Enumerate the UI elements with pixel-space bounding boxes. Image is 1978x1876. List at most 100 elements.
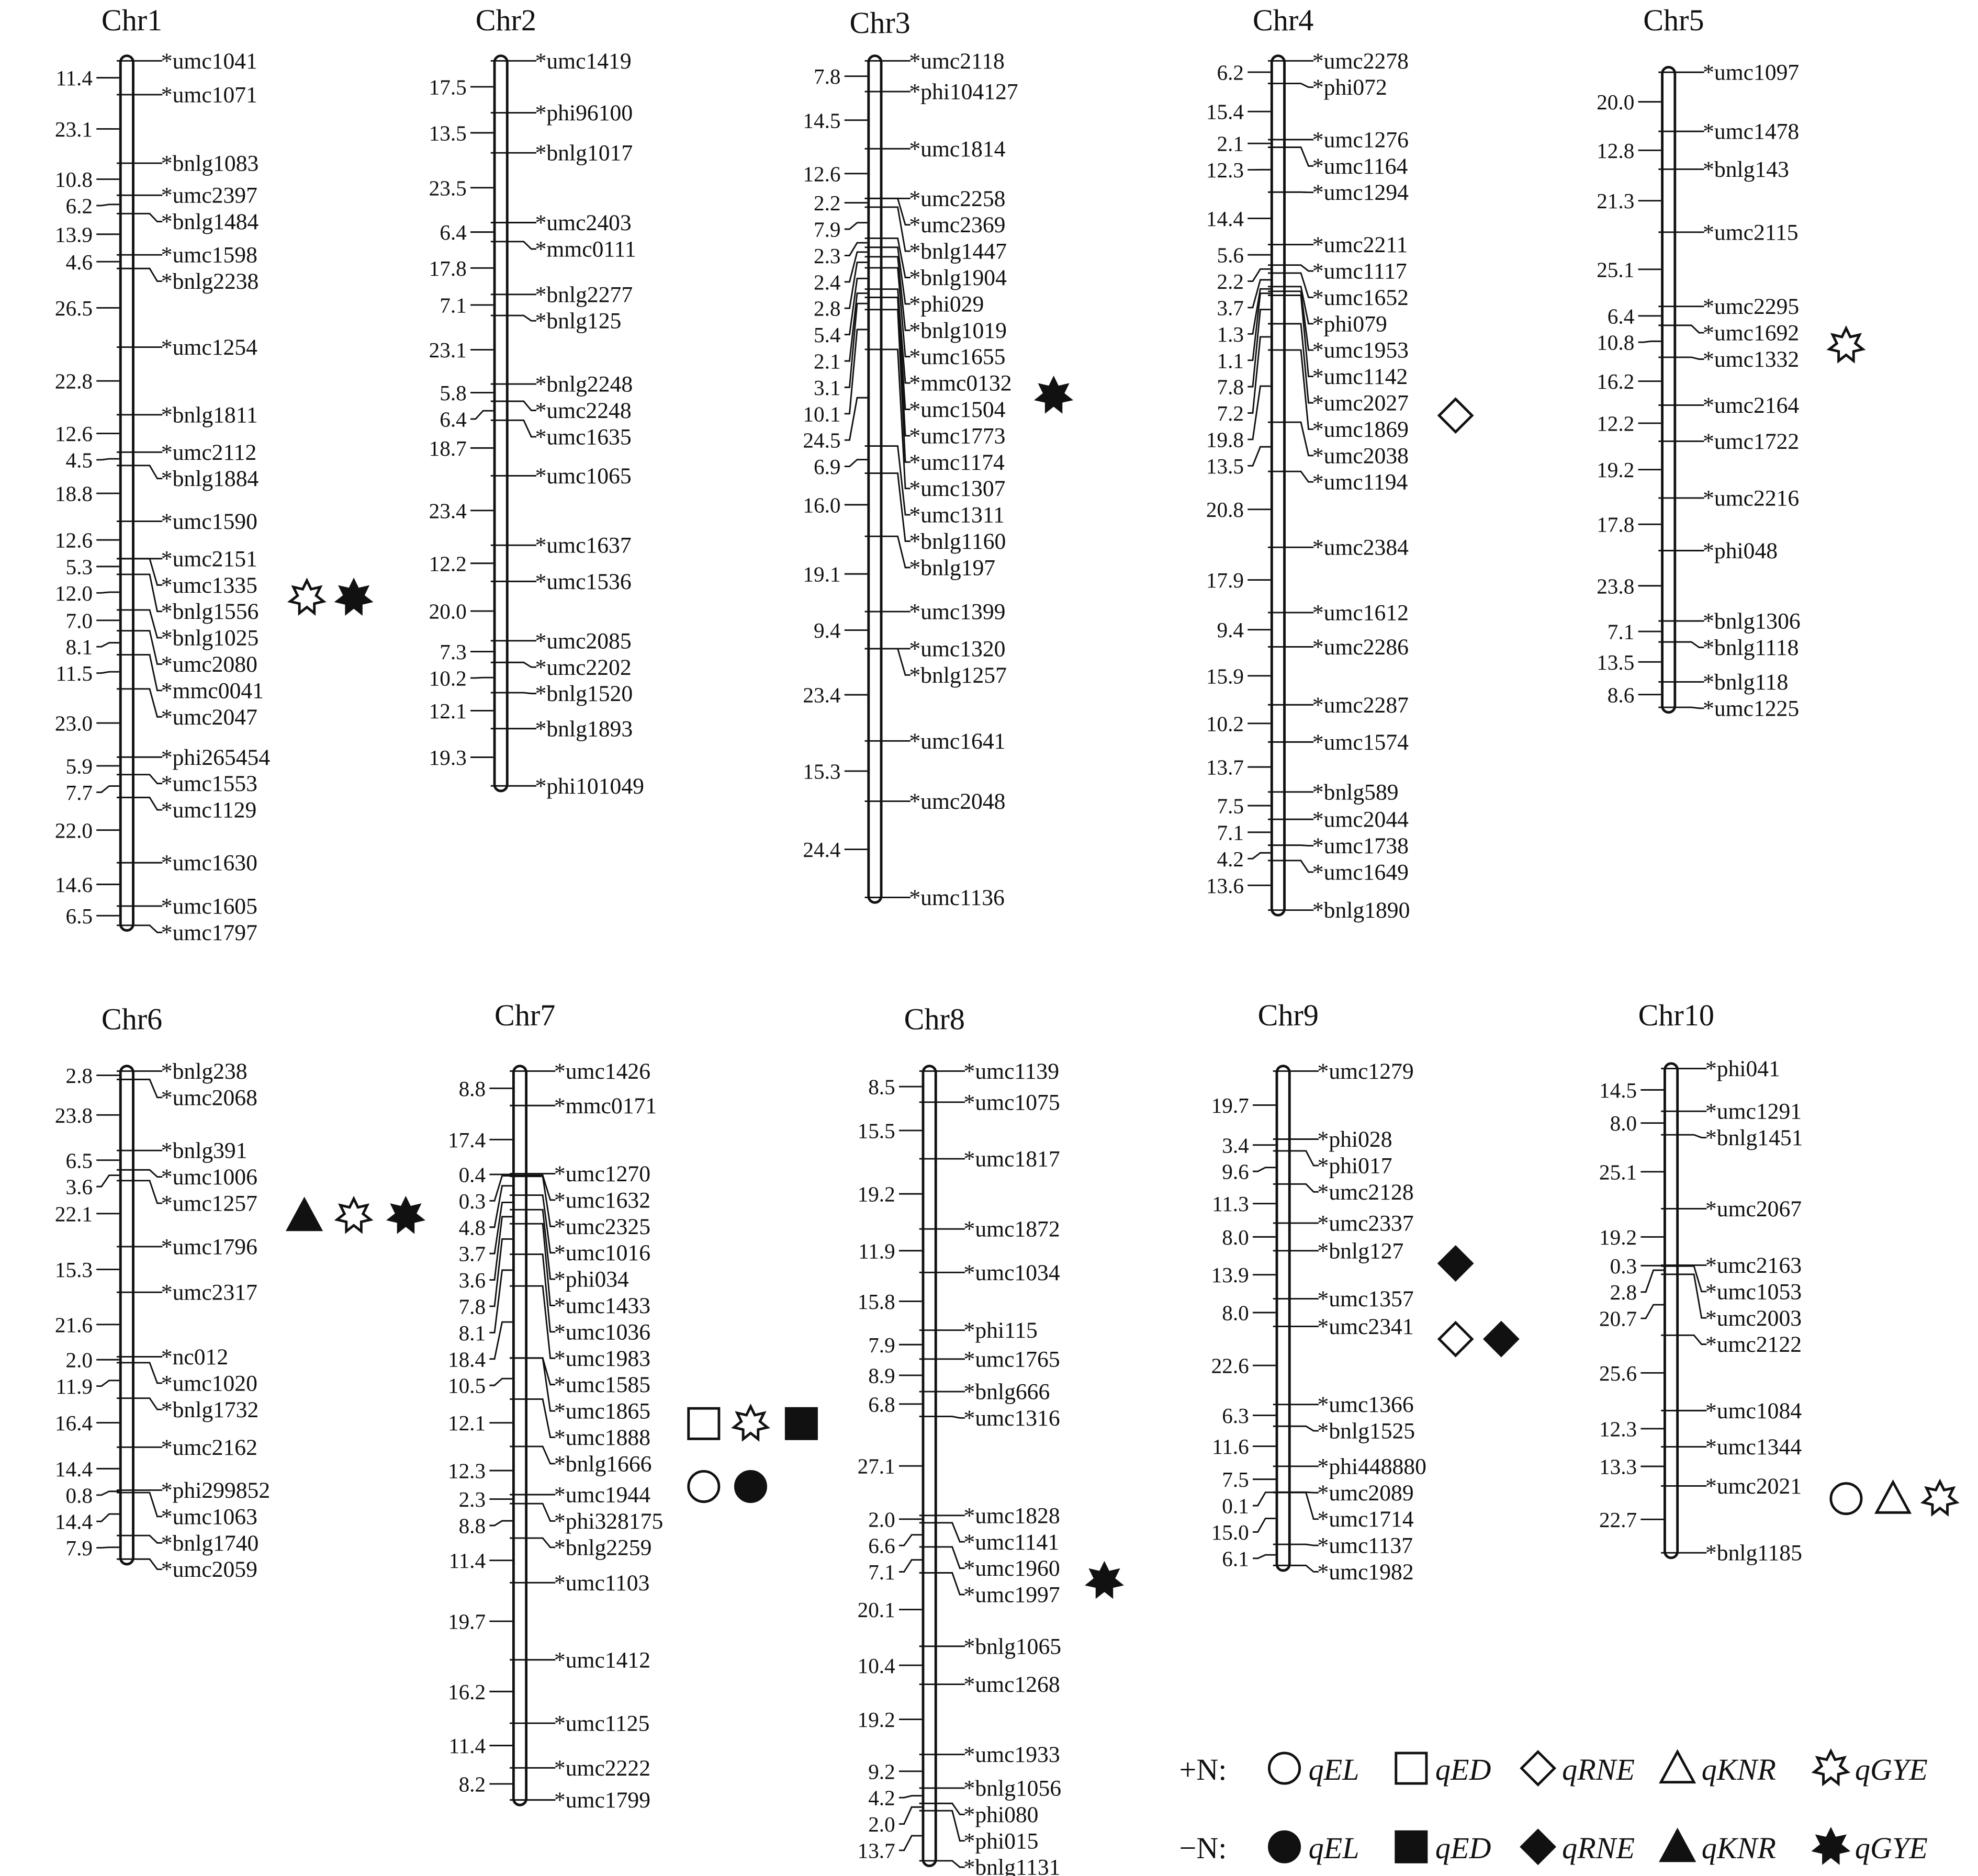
marker-label: *bnlg2259 xyxy=(554,1535,652,1560)
interval-distance: 13.7 xyxy=(1206,755,1244,779)
qtl-qrne-diamond-icon xyxy=(1437,1320,1474,1358)
marker-label: *umc1714 xyxy=(1318,1507,1414,1532)
interval-distance: 7.1 xyxy=(1217,820,1244,844)
marker-label: *umc1590 xyxy=(161,509,257,534)
marker-label: *bnlg2277 xyxy=(535,282,633,307)
interval-distance: 23.4 xyxy=(803,683,840,707)
interval-tick xyxy=(898,1534,922,1546)
marker-label: *umc1944 xyxy=(554,1483,650,1508)
marker-tick xyxy=(510,1176,556,1227)
marker-label: *umc1034 xyxy=(964,1260,1060,1285)
marker-label: *umc1872 xyxy=(964,1217,1060,1242)
marker-tick xyxy=(864,267,911,358)
interval-distance: 25.1 xyxy=(1597,257,1634,281)
interval-distance: 9.4 xyxy=(1217,618,1244,642)
marker-label: *bnlg125 xyxy=(535,309,622,334)
interval-distance: 6.9 xyxy=(814,455,840,479)
interval-distance: 11.4 xyxy=(449,1734,486,1758)
marker-tick xyxy=(1661,1273,1707,1319)
marker-label: *umc1065 xyxy=(535,464,632,489)
interval-distance: 11.9 xyxy=(858,1239,895,1263)
marker-label: *umc1063 xyxy=(161,1504,257,1529)
marker-label: *bnlg1904 xyxy=(909,265,1007,290)
marker-label: *umc2044 xyxy=(1312,807,1409,832)
interval-distance: 11.3 xyxy=(1212,1192,1249,1216)
legend-trait-label: qGYE xyxy=(1855,1753,1928,1787)
marker-label: *umc2397 xyxy=(161,183,257,208)
interval-distance: 7.1 xyxy=(1608,620,1634,644)
interval-distance: 24.5 xyxy=(803,428,840,453)
marker-label: *umc1478 xyxy=(1703,119,1799,144)
marker-tick xyxy=(1658,706,1704,709)
marker-tick xyxy=(864,256,911,331)
legend-star7-icon xyxy=(1811,1827,1851,1865)
chromosome-title: Chr1 xyxy=(102,3,162,37)
marker-label: *umc2067 xyxy=(1705,1196,1802,1222)
interval-distance: 10.2 xyxy=(1206,711,1244,736)
marker-tick xyxy=(116,212,163,223)
interval-distance: 12.3 xyxy=(1206,158,1244,182)
interval-distance: 8.1 xyxy=(65,635,92,659)
marker-label: *umc1129 xyxy=(161,798,257,823)
marker-tick xyxy=(116,558,163,586)
marker-label: *phi079 xyxy=(1312,311,1387,336)
marker-label: *phi034 xyxy=(554,1267,629,1292)
interval-distance: 27.1 xyxy=(858,1454,895,1478)
marker-label: *umc1637 xyxy=(535,533,632,558)
marker-tick xyxy=(116,1169,163,1178)
interval-tick xyxy=(1640,1304,1664,1319)
marker-label: *umc1270 xyxy=(554,1161,650,1186)
marker-label: *umc1433 xyxy=(554,1293,650,1318)
marker-tick xyxy=(1268,146,1314,167)
marker-label: *bnlg197 xyxy=(909,555,995,580)
marker-tick xyxy=(116,1362,163,1384)
interval-distance: 11.4 xyxy=(55,66,93,90)
marker-tick xyxy=(864,472,911,542)
marker-tick xyxy=(1268,290,1314,351)
marker-label: *umc1294 xyxy=(1312,180,1409,205)
marker-label: *umc1598 xyxy=(161,243,257,268)
qtl-qrne-diamond-icon xyxy=(1437,1245,1474,1282)
interval-distance: 12.3 xyxy=(1599,1417,1637,1441)
marker-label: *phi017 xyxy=(1318,1153,1392,1178)
qtl-qrne-diamond-icon xyxy=(1482,1320,1520,1358)
interval-distance: 16.2 xyxy=(1597,369,1634,393)
interval-tick xyxy=(898,1795,922,1799)
marker-label: *umc2021 xyxy=(1705,1474,1802,1499)
interval-tick xyxy=(1640,1269,1664,1293)
interval-distance: 11.5 xyxy=(55,661,93,685)
marker-label: *umc1142 xyxy=(1312,364,1408,389)
interval-distance: 7.1 xyxy=(868,1560,895,1584)
legend-star7-icon xyxy=(1811,1748,1851,1787)
legend-condition-label: +N: xyxy=(1179,1753,1227,1787)
interval-tick xyxy=(844,302,868,388)
marker-tick xyxy=(510,1285,556,1359)
marker-label: *umc1103 xyxy=(554,1570,650,1596)
interval-distance: 7.3 xyxy=(440,640,466,664)
marker-label: *mmc0041 xyxy=(161,678,264,703)
marker-label: *umc2287 xyxy=(1312,693,1409,718)
chromosome-title: Chr4 xyxy=(1253,3,1313,37)
interval-tick xyxy=(1248,292,1271,361)
marker-label: *umc1075 xyxy=(964,1090,1060,1115)
marker-tick xyxy=(919,1546,965,1569)
marker-label: *umc1307 xyxy=(909,476,1005,501)
marker-tick xyxy=(490,692,536,695)
marker-tick xyxy=(510,1253,556,1333)
marker-label: *umc1311 xyxy=(909,503,1005,528)
interval-distance: 2.0 xyxy=(868,1507,895,1531)
interval-distance: 12.6 xyxy=(55,422,93,446)
marker-label: *umc2047 xyxy=(161,705,257,730)
legend-triangle-icon xyxy=(1659,1827,1696,1862)
marker-label: *bnlg1525 xyxy=(1318,1419,1415,1444)
marker-tick xyxy=(490,661,536,668)
chromosome-bar xyxy=(1270,54,1286,917)
marker-tick xyxy=(864,237,911,278)
interval-tick xyxy=(96,785,119,793)
marker-label: *umc2085 xyxy=(535,628,632,653)
interval-distance: 19.7 xyxy=(1211,1093,1249,1117)
interval-distance: 18.7 xyxy=(429,436,467,460)
interval-distance: 0.4 xyxy=(459,1162,486,1186)
marker-tick xyxy=(490,314,536,322)
marker-label: *phi072 xyxy=(1312,75,1387,100)
